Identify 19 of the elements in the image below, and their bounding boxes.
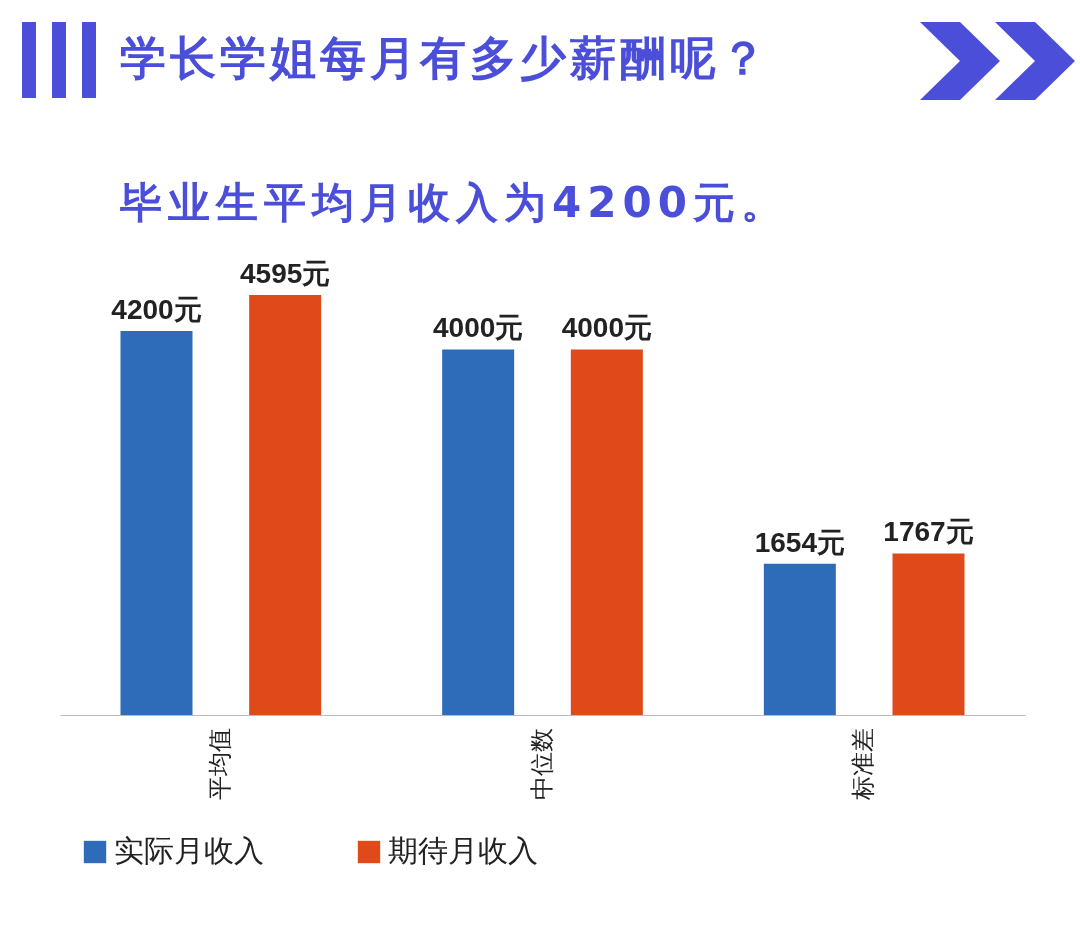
bar xyxy=(120,331,193,715)
x-tick-label: 平均值 xyxy=(205,727,234,800)
bar xyxy=(442,349,515,715)
chart-subtitle: 毕业生平均月收入为4200元。 xyxy=(120,177,790,229)
data-label: 4595元 xyxy=(240,258,331,289)
bar xyxy=(763,563,836,715)
data-label: 1767元 xyxy=(883,516,974,548)
data-label: 4200元 xyxy=(111,294,202,326)
x-tick-label: 中位数 xyxy=(527,727,556,800)
bar xyxy=(570,349,643,715)
bar xyxy=(892,553,965,715)
legend-label: 期待月收入 xyxy=(388,834,538,867)
legend-label: 实际月收入 xyxy=(114,834,264,867)
x-tick-label: 标准差 xyxy=(849,727,878,801)
chart-title: 学长学姐每月有多少薪酬呢？ xyxy=(120,30,770,87)
bar xyxy=(249,295,322,715)
data-label: 4000元 xyxy=(561,312,652,344)
data-label: 4000元 xyxy=(433,312,524,344)
data-label: 1654元 xyxy=(754,526,845,558)
